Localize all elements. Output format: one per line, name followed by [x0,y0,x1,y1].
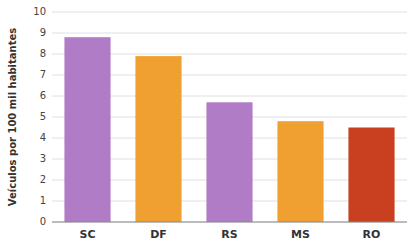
grid-line [52,33,407,34]
y-axis-label: Veículos por 100 mil habitantes [7,28,18,206]
bar [64,37,110,222]
chart-svg: 0 1 2 3 4 5 6 7 8 9 10 SC DF RS MS RO Veículos por 100 m… [0,0,419,250]
chart-container: 0 1 2 3 4 5 6 7 8 9 10 SC DF RS MS RO Veículos por 100 m… [0,0,419,250]
y-tick-label: 1 [40,195,46,206]
y-tick-label: 8 [40,48,46,59]
y-tick-label: 7 [40,69,46,80]
x-axis-line [52,222,407,223]
bars [64,37,394,222]
bar [135,56,181,222]
bar [348,128,394,223]
y-tick-label: 3 [40,153,46,164]
x-tick-label: DF [150,228,167,241]
grid-line [52,222,407,223]
y-tick-label: 10 [33,6,46,17]
y-tick-label: 9 [40,27,46,38]
x-tick-label: RO [363,228,381,241]
y-tick-label: 2 [40,174,46,185]
grid [52,12,407,222]
y-tick-label: 0 [40,216,46,227]
grid-line [52,12,407,13]
x-tick-label: SC [80,228,96,241]
y-tick-label: 6 [40,90,46,101]
y-tick-label: 4 [40,132,46,143]
bar [277,121,323,222]
x-tick-label: RS [221,228,237,241]
y-tick-label: 5 [40,111,46,122]
bar [206,102,252,222]
x-tick-label: MS [291,228,310,241]
